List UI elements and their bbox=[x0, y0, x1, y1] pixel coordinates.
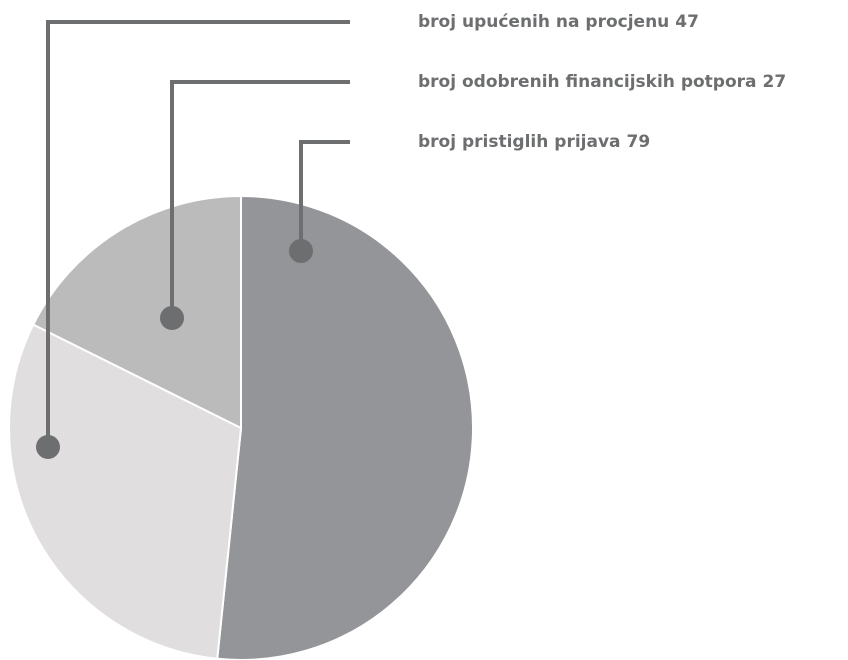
leader-dot bbox=[36, 435, 60, 459]
legend-label: broj pristiglih prijava 79 bbox=[418, 132, 650, 152]
leader-line bbox=[46, 20, 350, 447]
legend-value: 27 bbox=[763, 72, 787, 92]
legend-value: 79 bbox=[627, 132, 651, 152]
legend-label: broj odobrenih financijskih potpora 27 bbox=[418, 72, 786, 92]
legend-name: broj upućenih na procjenu bbox=[418, 12, 669, 32]
leader-dot bbox=[289, 239, 313, 263]
leader-line bbox=[170, 80, 350, 318]
legend-name: broj pristiglih prijava bbox=[418, 132, 621, 152]
leader-dot bbox=[160, 306, 184, 330]
pie-slice bbox=[8, 323, 243, 660]
leader-line bbox=[299, 140, 350, 251]
legend-label: broj upućenih na procjenu 47 bbox=[418, 12, 699, 32]
pie-slice bbox=[216, 194, 475, 660]
legend-name: broj odobrenih financijskih potpora bbox=[418, 72, 757, 92]
legend-value: 47 bbox=[675, 12, 699, 32]
